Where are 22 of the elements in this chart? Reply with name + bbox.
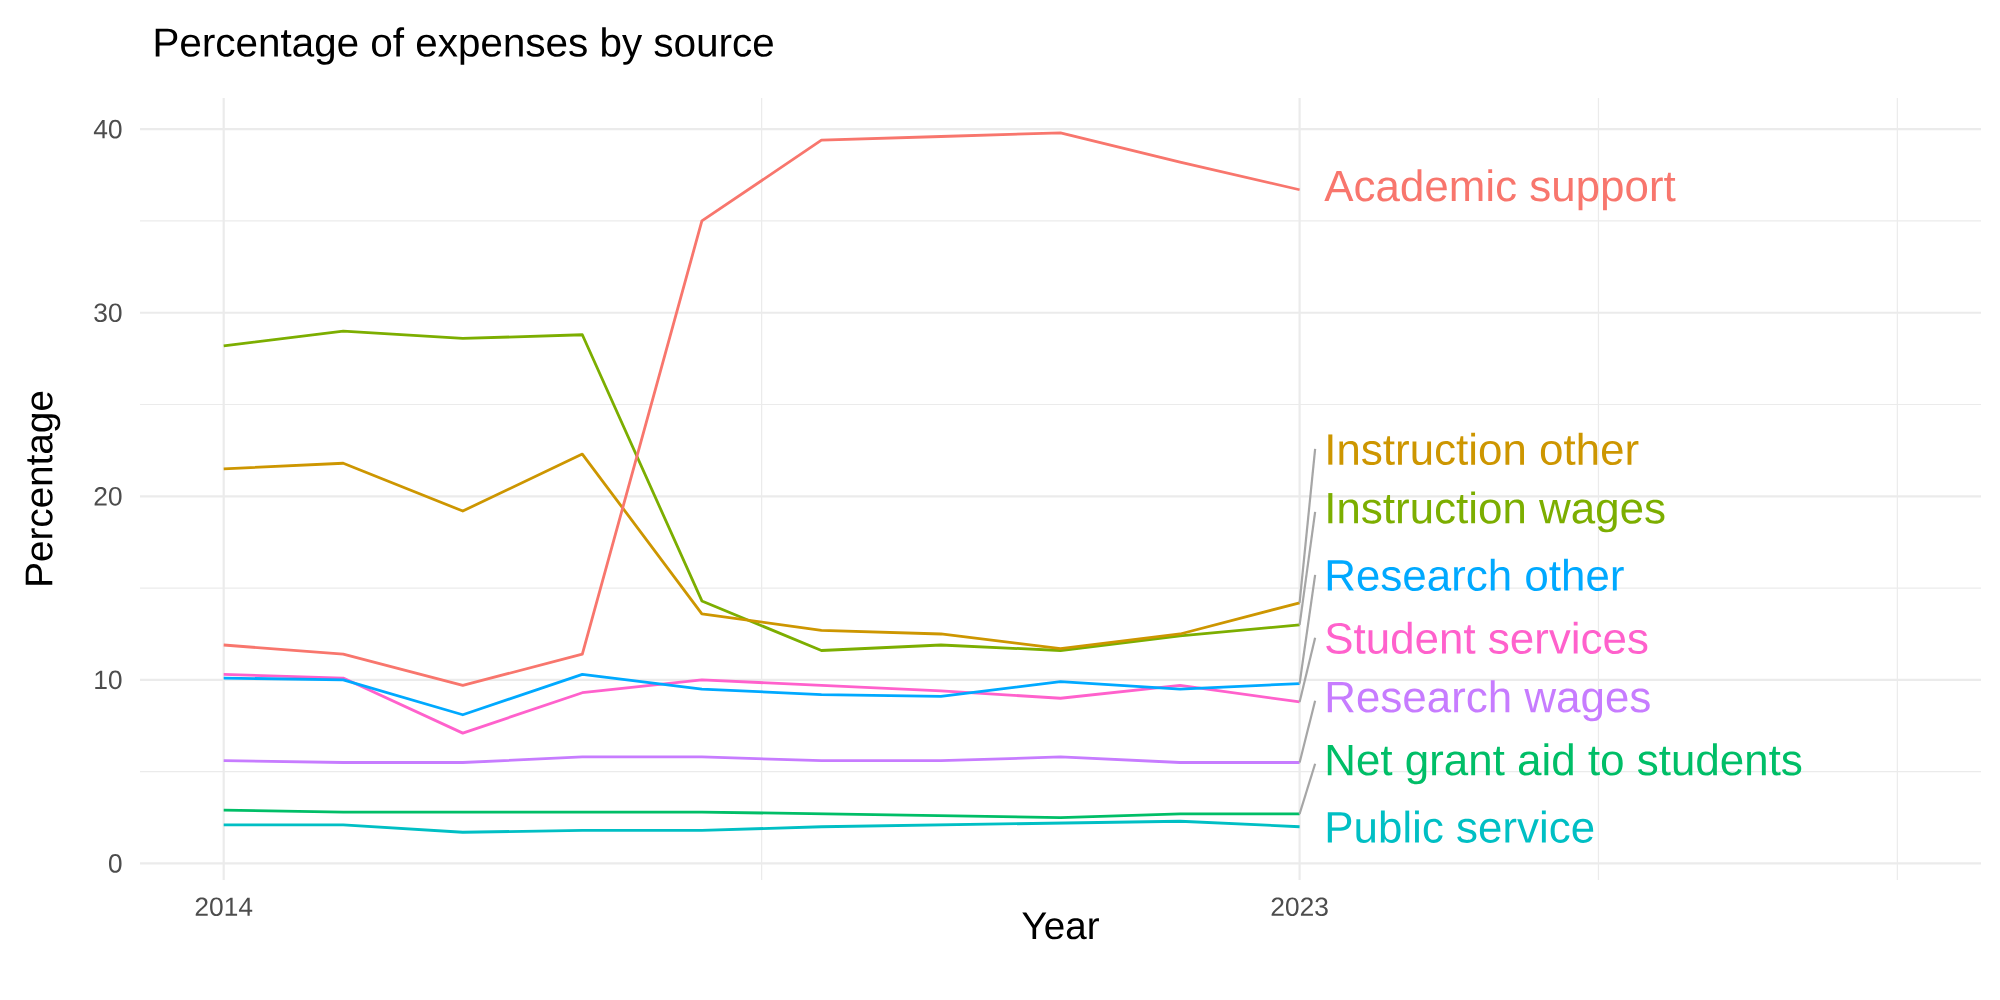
y-axis-title: Percentage: [25, 391, 61, 585]
y-tick-label: 10: [95, 670, 122, 690]
y-tick-label: 40: [93, 119, 122, 139]
chart-title: Percentage of expenses by source: [155, 27, 773, 65]
line-series: [222, 131, 1301, 687]
series-label: Net grant aid to students: [1327, 743, 1802, 785]
x-tick-label: 2014: [195, 897, 253, 917]
text: Instruction wages: [1328, 491, 1665, 533]
y-tick-label: 20: [94, 486, 122, 506]
series-label: Student services: [1326, 621, 1648, 654]
series-label: Academic support: [1324, 169, 1676, 211]
y-tick-label: 0: [108, 854, 122, 873]
text: Research other: [1327, 558, 1624, 592]
y-tick-label: 30: [94, 303, 122, 323]
series-label: Research wages: [1327, 680, 1650, 722]
x-axis-title: Year: [1022, 912, 1099, 940]
series-label: Public service: [1327, 810, 1594, 843]
line-series: [222, 672, 1301, 717]
line-series: [222, 452, 1301, 651]
x-tick-label: 2023: [1271, 897, 1328, 917]
text: Instruction other: [1328, 432, 1639, 466]
line-series: [222, 329, 1301, 652]
